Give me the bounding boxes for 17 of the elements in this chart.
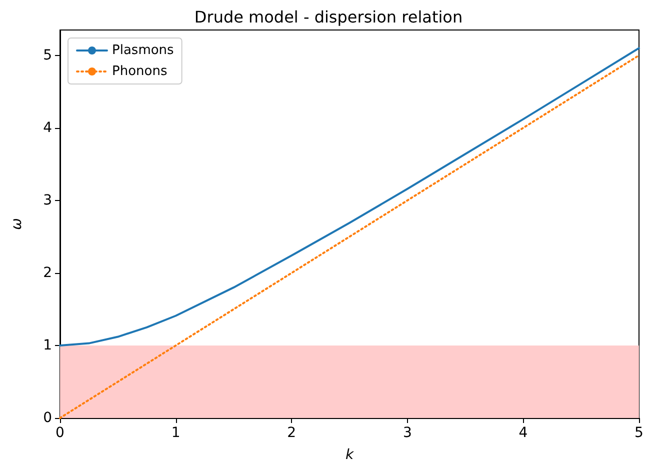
y-tick-label: 4	[43, 120, 52, 136]
x-tick-label: 4	[518, 425, 528, 441]
y-axis-title: ω	[9, 218, 25, 230]
y-tick-label: 1	[43, 337, 52, 354]
y-tick-label: 3	[43, 192, 52, 208]
x-tick-label: 2	[287, 425, 296, 441]
legend-label: Plasmons	[112, 43, 174, 58]
x-tick-label: 1	[171, 425, 180, 441]
legend-label: Phonons	[112, 64, 168, 79]
y-tick-label: 2	[43, 264, 52, 281]
y-tick-label: 5	[43, 47, 52, 64]
chart-title: Drude model - dispersion relation	[194, 8, 463, 26]
y-tick-label: 0	[43, 410, 52, 426]
x-tick-label: 0	[56, 425, 64, 441]
x-axis-title: k	[345, 447, 354, 463]
x-tick-label: 3	[402, 425, 412, 441]
x-tick-label: 5	[634, 425, 644, 441]
